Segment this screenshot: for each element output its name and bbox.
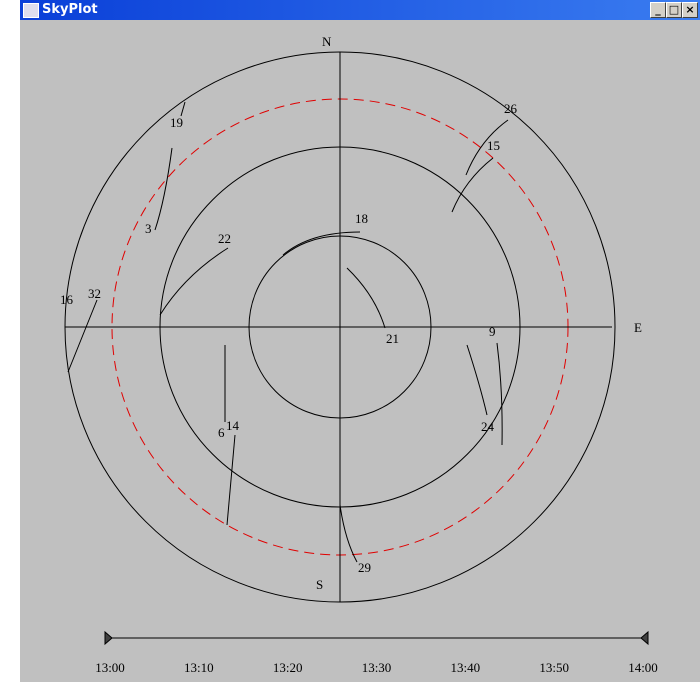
timeline-label: 13:00 — [95, 660, 125, 675]
satellite-label: 21 — [386, 331, 399, 346]
sky-plot: N S E 19 3 22 16 32 18 21 26 15 9 24 6 14 29 13:00 13:10 13… — [60, 34, 658, 675]
maximize-button[interactable]: □ — [666, 2, 682, 18]
satellite-label: 32 — [88, 286, 101, 301]
satellite-label: 9 — [489, 324, 496, 339]
window: SkyPlot _ □ × — [20, 0, 700, 682]
satellite-label: 18 — [355, 211, 368, 226]
satellite-label: 24 — [481, 419, 495, 434]
satellite-label: 19 — [170, 115, 183, 130]
timeline-label: 14:00 — [628, 660, 658, 675]
minimize-button[interactable]: _ — [650, 2, 666, 18]
satellite-label: 3 — [145, 221, 152, 236]
satellite-label: 16 — [60, 292, 74, 307]
window-title: SkyPlot — [42, 2, 98, 17]
timeline-label: 13:40 — [451, 660, 481, 675]
close-button[interactable]: × — [682, 2, 698, 18]
south-label: S — [316, 577, 323, 592]
satellite-tracks — [67, 101, 509, 563]
timeline-start-marker[interactable] — [104, 630, 113, 646]
satellite-label: 29 — [358, 560, 371, 575]
satellite-label: 14 — [226, 418, 240, 433]
title-bar: SkyPlot _ □ × — [20, 0, 700, 20]
satellite-label: 15 — [487, 138, 500, 153]
satellite-label: 22 — [218, 231, 231, 246]
timeline-label: 13:20 — [273, 660, 303, 675]
north-label: N — [322, 34, 332, 49]
timeline-label: 13:30 — [362, 660, 392, 675]
satellite-label: 26 — [504, 101, 518, 116]
app-icon — [23, 3, 39, 18]
satellite-label: 6 — [218, 425, 225, 440]
timeline-label: 13:10 — [184, 660, 214, 675]
east-label: E — [634, 320, 642, 335]
timeline-end-marker[interactable] — [640, 630, 649, 646]
timeline-label: 13:50 — [539, 660, 569, 675]
